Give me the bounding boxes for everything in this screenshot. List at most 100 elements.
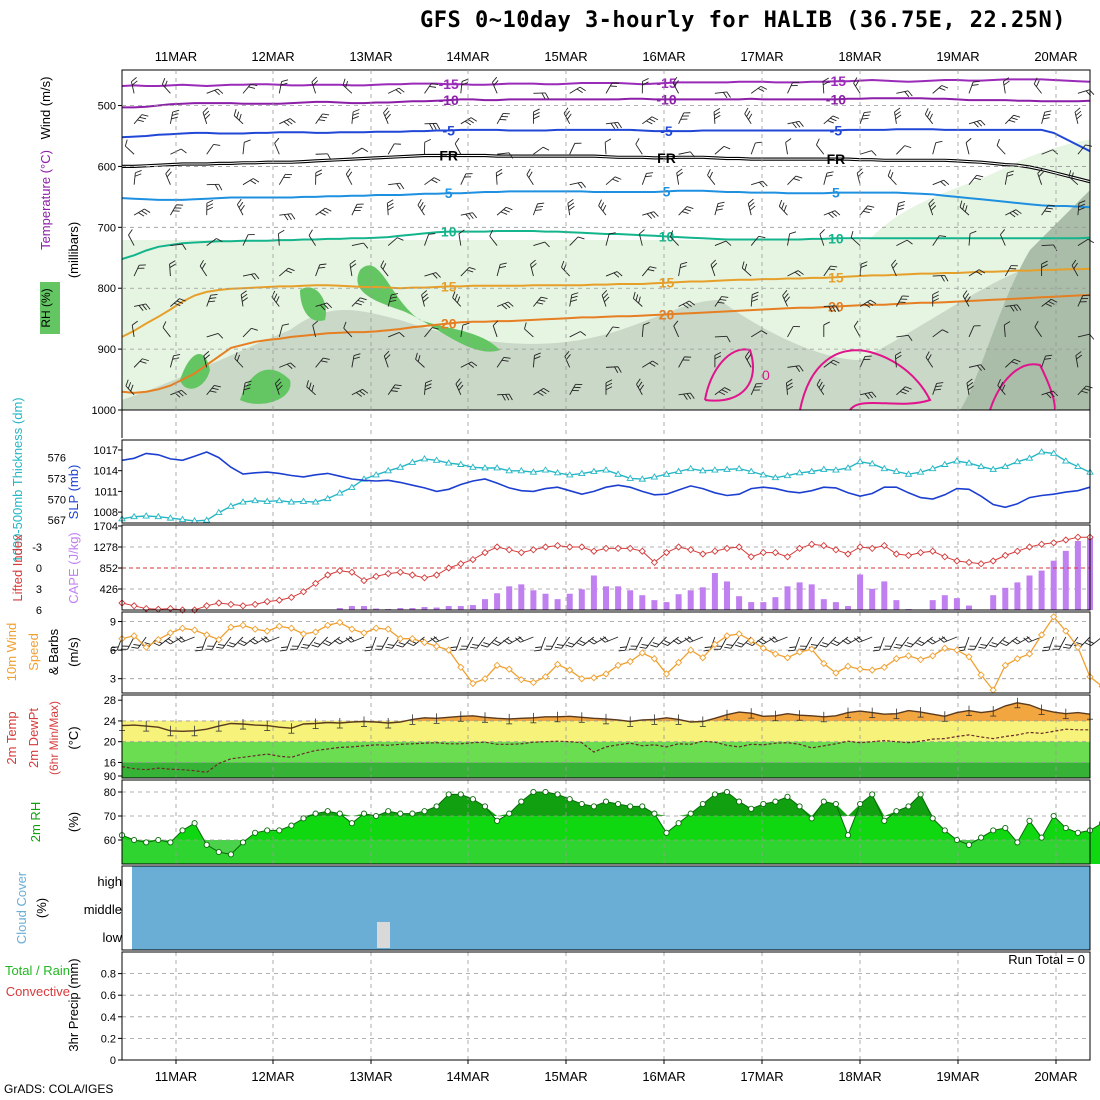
wind-barb-feather xyxy=(600,202,605,209)
thickness-point xyxy=(336,489,344,496)
upper-wind-barb xyxy=(421,290,429,307)
lifted-index-point xyxy=(505,546,513,554)
wind-barb-feather xyxy=(357,299,365,303)
lifted-index-point xyxy=(1074,533,1082,541)
wind10m-point xyxy=(638,649,646,657)
wind-barb-feather xyxy=(653,211,659,217)
wind-barb-feather xyxy=(929,113,933,121)
wind10m-barb xyxy=(364,636,377,652)
isotherm-label: FR xyxy=(657,150,676,166)
cape-bar xyxy=(457,606,464,610)
wind10m-point xyxy=(820,659,828,668)
slp-frame xyxy=(121,439,1091,524)
wind10m-barb xyxy=(345,636,365,643)
lifted-index-point xyxy=(771,548,780,557)
upper-wind-barb xyxy=(206,332,224,339)
wind-barb-staff xyxy=(278,325,283,338)
lifted-index-point xyxy=(336,567,344,575)
wind-barb-feather xyxy=(682,115,689,117)
wind-barb-feather xyxy=(501,304,508,310)
wind-barb-feather xyxy=(616,271,623,277)
rh2m-point xyxy=(203,841,210,848)
wind-barb-staff xyxy=(816,144,825,155)
lifted-index-point xyxy=(324,571,332,579)
temp2m-tick-label: 16 xyxy=(104,757,116,769)
wind-barb-feather xyxy=(421,204,426,212)
wind-barb-feather xyxy=(450,646,458,649)
wind-barb-feather xyxy=(279,649,287,652)
wind10m-barb xyxy=(893,636,909,649)
wind-barb-staff xyxy=(350,636,365,643)
cape-tick-label: 426 xyxy=(100,584,118,596)
wind-barb-staff xyxy=(997,385,1006,396)
rh2m-point xyxy=(748,805,755,812)
thickness-point xyxy=(444,459,453,466)
wind10m-barb xyxy=(915,636,933,647)
wind-barb-staff xyxy=(966,382,970,395)
upper-wind-barb xyxy=(968,230,977,246)
upper-wind-barb xyxy=(134,303,151,311)
upper-wind-barb xyxy=(965,137,972,155)
wind-barb-feather xyxy=(543,388,550,393)
wind-barb-feather xyxy=(524,322,527,330)
wind-barb-feather xyxy=(531,263,537,269)
date-label-top: 17MAR xyxy=(740,49,783,64)
wind-barb-feather xyxy=(319,211,326,216)
cape-bar xyxy=(627,590,634,610)
wind-barb-staff xyxy=(232,636,244,648)
wind-barb-feather xyxy=(397,237,404,241)
wind-barb-staff xyxy=(569,331,581,338)
date-label-bottom: 15MAR xyxy=(544,1069,587,1084)
upper-wind-barb xyxy=(896,386,912,396)
wind-barb-staff xyxy=(750,235,760,246)
upper-air-tick-label: 800 xyxy=(98,283,116,295)
wind-barb-feather xyxy=(758,235,766,239)
upper-wind-barb xyxy=(496,262,507,277)
wind-barb-feather xyxy=(707,168,711,176)
wind-barb-feather xyxy=(681,211,689,214)
wind-barb-feather xyxy=(461,78,469,82)
upper-wind-barb xyxy=(823,171,834,185)
lifted-index-point xyxy=(154,605,162,613)
thickness-point xyxy=(832,466,840,473)
wind-barb-feather xyxy=(169,260,176,265)
wind-barb-feather xyxy=(283,176,291,179)
wind-barb-staff xyxy=(896,334,909,338)
upper-wind-barb xyxy=(787,120,804,129)
upper-wind-barb xyxy=(932,382,944,395)
upper-wind-barb xyxy=(896,90,913,98)
wind-barb-feather xyxy=(229,642,236,645)
wind-barb-feather xyxy=(638,296,641,304)
upper-wind-barb xyxy=(605,176,622,186)
wind-barb-feather xyxy=(684,208,692,212)
wind-barb-feather xyxy=(832,115,840,119)
lifted-index-point xyxy=(396,568,404,576)
upper-wind-barb xyxy=(489,229,498,246)
upper-wind-barb xyxy=(641,172,654,185)
wind-barb-feather xyxy=(139,360,147,364)
wind-barb-feather xyxy=(1001,384,1006,392)
wind-barb-feather xyxy=(565,354,571,360)
wind-barb-feather xyxy=(130,384,134,392)
wind-barb-feather xyxy=(797,270,804,275)
rh2m-point xyxy=(530,788,537,796)
wind-barb-staff xyxy=(342,84,353,94)
wind-barb-staff xyxy=(242,327,252,338)
wind-barb-feather xyxy=(383,107,389,114)
isotherm-label: -10 xyxy=(656,91,676,107)
wind-barb-staff xyxy=(455,383,462,395)
wind-barb-staff xyxy=(435,636,449,643)
thickness-point xyxy=(941,460,949,467)
wind-barb-staff xyxy=(458,233,462,246)
cape-bar xyxy=(760,602,767,610)
upper-wind-barb xyxy=(787,365,804,372)
wind-barb-staff xyxy=(822,81,825,94)
thickness-point xyxy=(565,471,574,478)
wind-barb-feather xyxy=(399,332,405,338)
wind-barb-feather xyxy=(639,384,645,391)
wind-barb-feather xyxy=(538,299,546,302)
wind-barb-staff xyxy=(896,90,909,94)
wind-barb-feather xyxy=(181,389,187,396)
wind-barb-feather xyxy=(271,290,276,298)
date-label-bottom: 20MAR xyxy=(1034,1069,1077,1084)
